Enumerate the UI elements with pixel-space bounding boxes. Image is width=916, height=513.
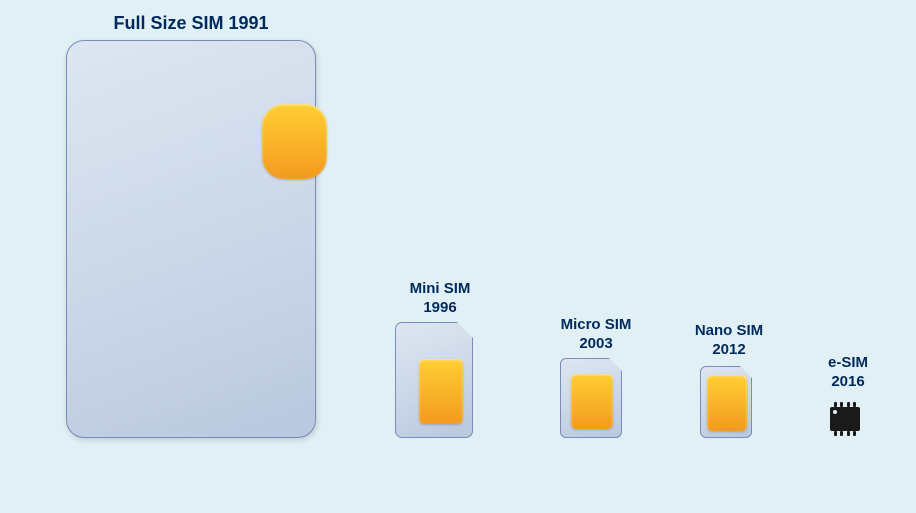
esim-chip bbox=[830, 402, 860, 436]
sim-card-nano bbox=[700, 366, 752, 438]
esim-pin bbox=[853, 431, 856, 436]
sim-chip-mini bbox=[419, 359, 463, 424]
sim-chip-nano bbox=[707, 375, 747, 431]
sim-chip-full bbox=[262, 104, 327, 179]
sim-label-esim: e-SIM 2016 bbox=[813, 354, 883, 392]
sim-label-micro: Micro SIM 2003 bbox=[551, 316, 641, 354]
esim-pin bbox=[834, 431, 837, 436]
sim-label-nano: Nano SIM 2012 bbox=[684, 322, 774, 360]
sim-card-micro bbox=[560, 358, 622, 438]
sim-label-full: Full Size SIM 1991 bbox=[66, 12, 316, 35]
sim-card-mini bbox=[395, 322, 473, 438]
esim-pin bbox=[840, 431, 843, 436]
esim-pin bbox=[853, 402, 856, 407]
esim-pin bbox=[847, 402, 850, 407]
esim-pin bbox=[847, 431, 850, 436]
esim-pin bbox=[840, 402, 843, 407]
sim-chip-micro bbox=[571, 374, 613, 429]
sim-card-full bbox=[66, 40, 316, 438]
sim-label-mini: Mini SIM 1996 bbox=[395, 280, 485, 318]
esim-body bbox=[830, 407, 860, 431]
esim-pin bbox=[834, 402, 837, 407]
